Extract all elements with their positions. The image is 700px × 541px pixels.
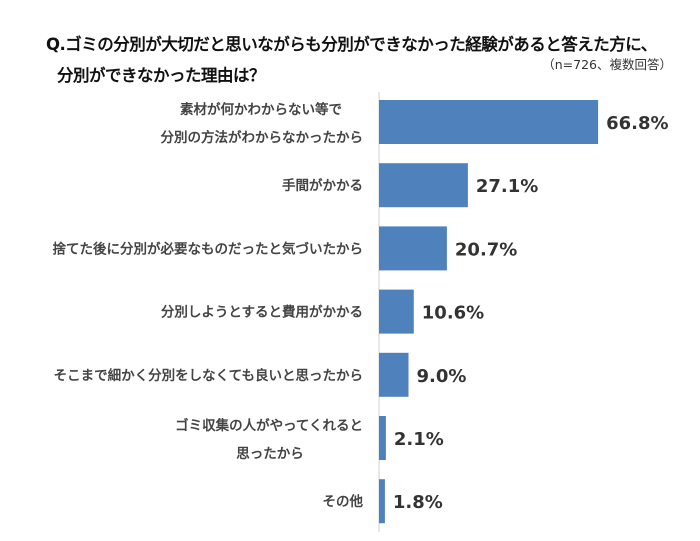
category-label: 分別しようとすると費用がかかる bbox=[161, 304, 363, 321]
data-label: 10.6% bbox=[422, 303, 484, 324]
data-label: 66.8% bbox=[606, 113, 668, 134]
category-label: 捨てた後に分別が必要なものだったと気づいたから bbox=[53, 240, 364, 257]
data-label: 27.1% bbox=[476, 176, 538, 197]
data-label: 9.0% bbox=[417, 366, 467, 387]
chart-title-line-2: 分別ができなかった理由は？ bbox=[57, 66, 266, 85]
bar bbox=[379, 479, 385, 524]
chart-title-line-1: Q.ゴミの分別が大切だと思いながらも分別ができなかった経験があると答えた方に、 bbox=[46, 35, 657, 54]
bar bbox=[379, 352, 409, 397]
bar bbox=[379, 100, 599, 144]
category-label: 素材が何かわからない等で bbox=[180, 101, 342, 118]
bar bbox=[379, 289, 414, 334]
category-label: 手間がかかる bbox=[282, 177, 363, 194]
category-label: 思ったから bbox=[236, 446, 304, 462]
data-label: 1.8% bbox=[393, 492, 443, 513]
data-label: 2.1% bbox=[394, 429, 444, 450]
bar bbox=[379, 226, 447, 271]
bar bbox=[379, 416, 386, 460]
bar bbox=[379, 163, 468, 208]
data-label: 20.7% bbox=[455, 239, 517, 260]
sample-note: （n=726、複数回答） bbox=[542, 57, 672, 72]
category-label: そこまで細かく分別をしなくても良いと思ったから bbox=[54, 367, 363, 384]
category-label: ゴミ収集の人がやってくれると bbox=[175, 417, 363, 434]
category-label: 分別の方法がわからなかったから bbox=[161, 129, 364, 146]
category-label: その他 bbox=[323, 493, 364, 510]
